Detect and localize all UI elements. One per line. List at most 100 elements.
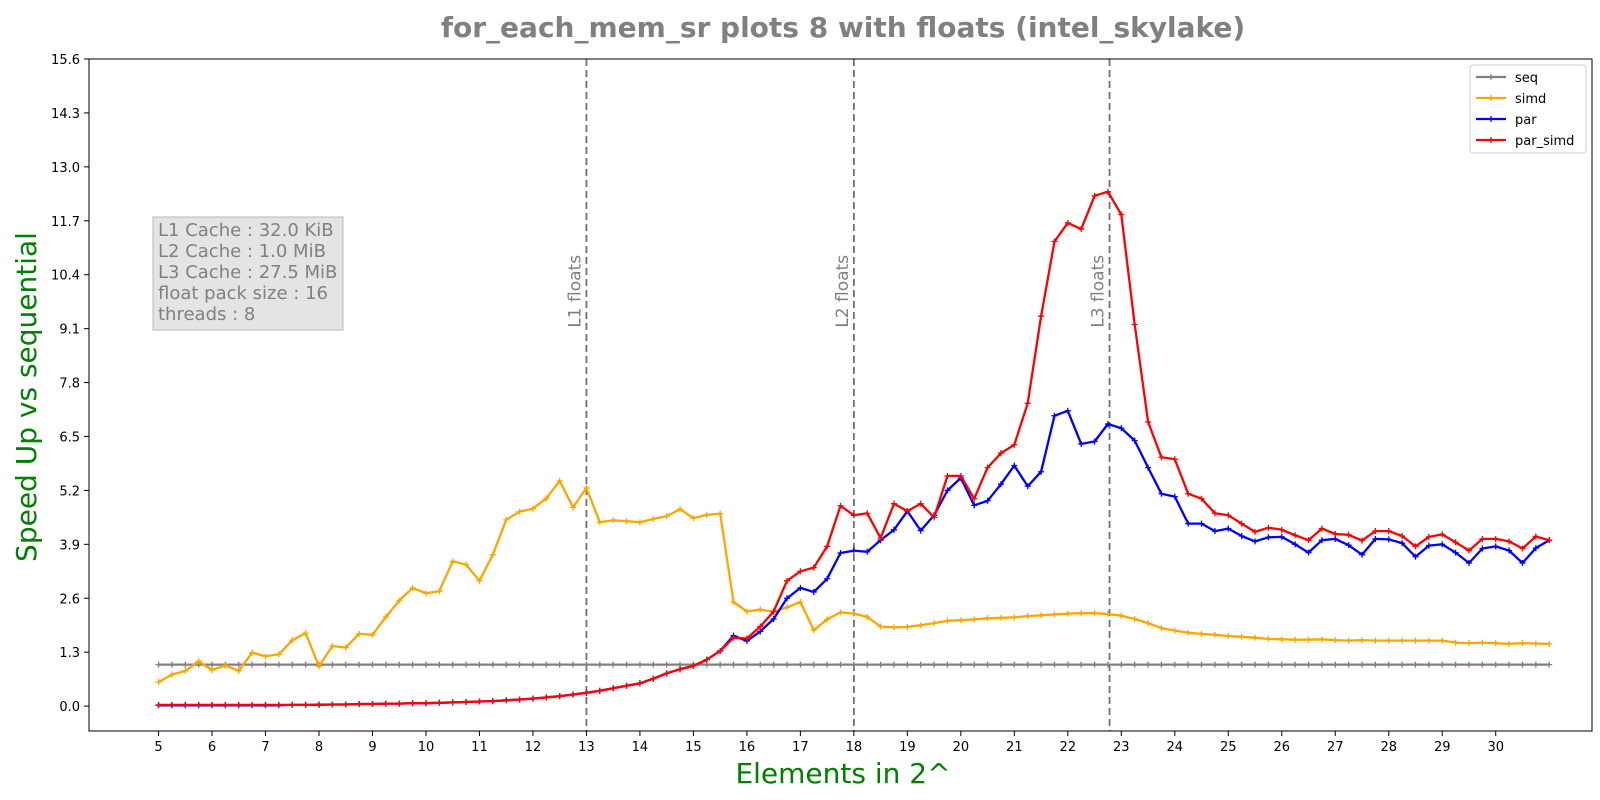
data-point-simd <box>636 519 643 526</box>
data-point-simd <box>396 597 403 604</box>
data-point-seq <box>1118 661 1125 668</box>
data-point-seq <box>1198 661 1205 668</box>
data-point-seq <box>917 661 924 668</box>
data-point-par <box>1091 438 1098 445</box>
data-point-par_simd <box>797 568 804 575</box>
data-point-par_simd <box>703 656 710 663</box>
data-point-seq <box>1332 661 1339 668</box>
data-point-par_simd <box>1225 512 1232 519</box>
data-point-par <box>1238 533 1245 540</box>
data-point-seq <box>1439 661 1446 668</box>
data-point-seq <box>596 661 603 668</box>
data-point-seq <box>1011 661 1018 668</box>
data-point-par <box>1024 483 1031 490</box>
data-point-simd <box>583 484 590 491</box>
data-point-par <box>1359 551 1365 558</box>
data-point-simd <box>289 637 296 644</box>
data-point-seq <box>610 661 617 668</box>
data-point-seq <box>463 661 470 668</box>
data-point-seq <box>489 661 496 668</box>
data-point-simd <box>1118 612 1125 619</box>
legend-marker-par <box>1488 116 1494 122</box>
data-point-simd <box>1064 610 1071 617</box>
data-point-simd <box>195 658 202 665</box>
data-point-simd <box>1238 633 1245 640</box>
data-point-par_simd <box>1278 526 1285 533</box>
data-point-par <box>917 527 924 534</box>
cache-info-box <box>152 216 344 331</box>
data-point-par_simd <box>289 701 296 708</box>
data-point-simd <box>1492 640 1499 647</box>
data-point-seq <box>382 661 389 668</box>
data-point-par_simd <box>864 510 871 517</box>
y-tick-label: 14.3 <box>51 107 80 122</box>
data-point-simd <box>302 630 309 637</box>
data-point-simd <box>369 631 376 638</box>
data-point-simd <box>784 604 791 611</box>
data-point-par_simd <box>677 666 684 673</box>
data-point-simd <box>1265 635 1272 642</box>
data-point-simd <box>1278 636 1285 643</box>
x-tick-label: 30 <box>1487 740 1504 755</box>
data-point-par_simd <box>1465 547 1472 554</box>
data-point-seq <box>289 661 296 668</box>
data-point-seq <box>583 661 590 668</box>
data-point-par <box>890 526 897 533</box>
data-point-seq <box>1292 661 1299 668</box>
data-point-par <box>1385 536 1392 543</box>
data-point-simd <box>890 624 897 631</box>
data-point-par <box>971 502 978 509</box>
data-point-simd <box>623 518 630 525</box>
data-point-simd <box>222 662 229 669</box>
data-point-par <box>1399 540 1406 547</box>
data-point-simd <box>677 506 684 513</box>
data-point-seq <box>529 661 536 668</box>
y-axis-label: Speed Up vs sequential <box>10 232 43 562</box>
data-point-par_simd <box>690 662 697 669</box>
data-point-seq <box>1078 661 1085 668</box>
data-point-seq <box>730 661 737 668</box>
y-tick-label: 11.7 <box>51 215 80 230</box>
data-point-seq <box>997 661 1004 668</box>
data-point-simd <box>382 613 389 620</box>
data-point-par <box>1345 542 1352 549</box>
cache-info-line: L2 Cache : 1.0 MiB <box>158 241 326 262</box>
data-point-simd <box>155 679 162 686</box>
data-point-par_simd <box>583 689 590 696</box>
data-point-par_simd <box>784 577 791 584</box>
data-point-simd <box>610 517 617 524</box>
data-point-seq <box>503 661 510 668</box>
data-point-par_simd <box>596 687 603 694</box>
x-tick-label: 6 <box>208 740 216 755</box>
data-point-par_simd <box>262 701 269 708</box>
x-tick-label: 11 <box>471 740 488 755</box>
data-point-simd <box>449 558 456 565</box>
x-tick-label: 20 <box>953 740 970 755</box>
data-point-par_simd <box>556 693 563 700</box>
x-tick-label: 13 <box>578 740 595 755</box>
data-point-seq <box>1265 661 1272 668</box>
data-point-seq <box>784 661 791 668</box>
data-point-simd <box>1051 611 1058 618</box>
x-tick-label: 26 <box>1273 740 1290 755</box>
data-point-par_simd <box>1492 535 1499 542</box>
x-tick-label: 7 <box>261 740 269 755</box>
data-point-par_simd <box>315 701 322 708</box>
data-point-par_simd <box>636 680 643 687</box>
data-point-seq <box>342 661 349 668</box>
data-point-seq <box>1506 661 1513 668</box>
data-point-par <box>1492 543 1499 550</box>
cache-info-line: L1 Cache : 32.0 KiB <box>158 220 334 241</box>
data-point-simd <box>489 551 496 558</box>
data-point-par_simd <box>396 700 403 707</box>
data-point-simd <box>1385 637 1392 644</box>
data-point-par_simd <box>717 647 724 654</box>
data-point-seq <box>890 661 897 668</box>
data-point-par_simd <box>1198 495 1205 502</box>
data-point-par_simd <box>944 472 951 479</box>
data-point-par_simd <box>1265 524 1272 531</box>
y-tick-label: 9.1 <box>59 323 80 338</box>
data-point-par <box>1104 421 1111 428</box>
data-point-seq <box>1492 661 1499 668</box>
data-point-seq <box>717 661 724 668</box>
